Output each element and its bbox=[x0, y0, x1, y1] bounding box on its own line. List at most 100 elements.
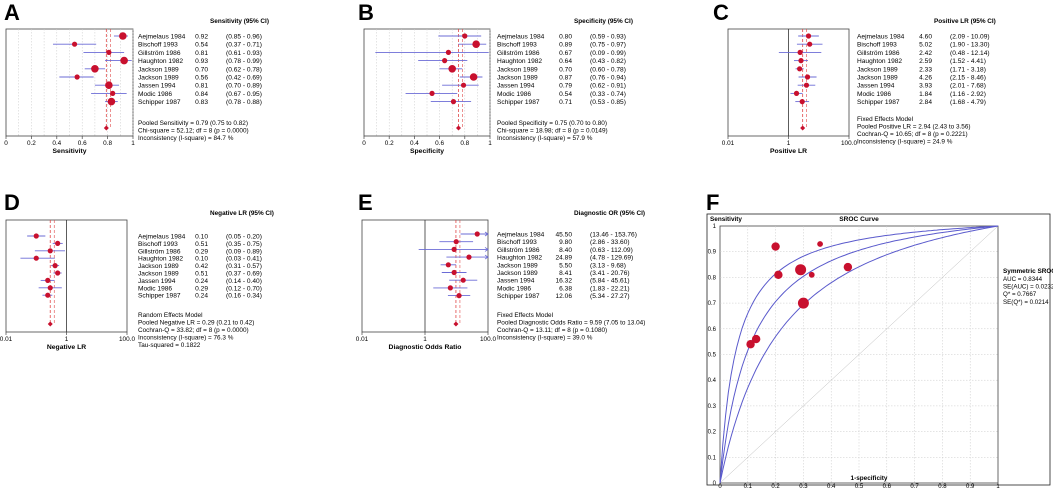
summary-text: Pooled Specificity = 0.75 (0.70 to 0.80) bbox=[497, 120, 607, 127]
column-header: Negative LR (95% CI) bbox=[210, 210, 274, 217]
y-tick-label: 0.5 bbox=[708, 353, 717, 359]
study-name: Modic 1986 bbox=[138, 91, 172, 98]
tick-label: 0 bbox=[4, 140, 8, 147]
summary-text: Fixed Effects Model bbox=[857, 116, 913, 123]
study-estimate: 2.59 bbox=[919, 58, 932, 65]
study-name: Jackson 1989 bbox=[497, 75, 538, 82]
study-point bbox=[808, 271, 815, 278]
study-name: Haughton 1982 bbox=[497, 58, 542, 65]
study-point bbox=[456, 293, 462, 299]
study-estimate: 0.24 bbox=[195, 293, 208, 300]
study-point bbox=[466, 254, 472, 260]
x-tick-label: 0.3 bbox=[799, 484, 808, 489]
study-name: Haughton 1982 bbox=[497, 255, 542, 262]
x-tick-label: 0.7 bbox=[910, 484, 919, 489]
tick-label: 0.4 bbox=[410, 140, 419, 147]
x-tick-label: 0.2 bbox=[771, 484, 780, 489]
summary-text: Chi-square = 52.12; df = 8 (p = 0.0000) bbox=[138, 128, 249, 135]
study-point bbox=[33, 233, 39, 239]
pooled-diamond bbox=[47, 321, 53, 327]
study-range: (0.85 - 0.96) bbox=[226, 34, 262, 41]
study-name: Bischoff 1993 bbox=[497, 42, 537, 49]
study-name: Aejmelaus 1984 bbox=[138, 234, 186, 241]
study-point bbox=[55, 240, 61, 246]
panel-label-d: D bbox=[4, 190, 20, 215]
study-range: (0.70 - 0.89) bbox=[226, 83, 262, 90]
study-point bbox=[803, 82, 810, 88]
column-header: Diagnostic OR (95% CI) bbox=[574, 210, 645, 217]
summary-text: Pooled Negative LR = 0.29 (0.21 to 0.42) bbox=[138, 320, 254, 327]
tick-label: 0.01 bbox=[722, 140, 735, 147]
study-estimate: 4.60 bbox=[919, 34, 932, 41]
x-axis-label: Specificity bbox=[410, 148, 444, 155]
study-point bbox=[450, 99, 457, 105]
study-point bbox=[774, 270, 783, 280]
study-name: Jackson 1989 bbox=[857, 75, 898, 82]
x-axis-label: 1-specificity bbox=[851, 475, 888, 482]
study-name: Jackson 1989 bbox=[138, 271, 179, 278]
diagonal bbox=[719, 225, 999, 484]
study-name: Gillström 1986 bbox=[497, 247, 540, 254]
study-range: (0.12 - 0.70) bbox=[226, 285, 262, 292]
study-point bbox=[119, 32, 127, 40]
study-point bbox=[797, 297, 809, 309]
study-estimate: 0.64 bbox=[559, 58, 572, 65]
panel-label-b: B bbox=[358, 0, 374, 25]
summary-text: Pooled Sensitivity = 0.79 (0.75 to 0.82) bbox=[138, 120, 248, 127]
study-point bbox=[453, 239, 459, 245]
x-tick-label: 0.8 bbox=[938, 484, 947, 489]
study-range: (0.31 - 0.57) bbox=[226, 263, 262, 270]
legend-entry: Q* = 0.7667 bbox=[1003, 291, 1037, 298]
study-estimate: 0.54 bbox=[195, 42, 208, 49]
study-estimate: 24.89 bbox=[555, 255, 572, 262]
tick-label: 100.0 bbox=[119, 336, 135, 343]
study-estimate: 0.87 bbox=[559, 75, 572, 82]
study-name: Jackson 1989 bbox=[857, 66, 898, 73]
study-name: Schipper 1987 bbox=[857, 99, 900, 106]
x-tick-label: 1 bbox=[996, 484, 1000, 489]
sroc-curve-lower bbox=[719, 225, 999, 484]
study-name: Schipper 1987 bbox=[497, 99, 540, 106]
study-estimate: 2.33 bbox=[919, 66, 932, 73]
study-name: Jassen 1994 bbox=[138, 278, 176, 285]
study-estimate: 8.40 bbox=[559, 247, 572, 254]
study-range: (0.53 - 0.85) bbox=[590, 99, 626, 106]
y-tick-label: 0.1 bbox=[708, 455, 717, 461]
study-estimate: 45.50 bbox=[555, 232, 572, 239]
study-point bbox=[74, 74, 80, 80]
study-estimate: 0.89 bbox=[559, 42, 572, 49]
legend-entry: SE(Q*) = 0.0214 bbox=[1003, 299, 1049, 306]
y-axis-label: Sensitivity bbox=[710, 216, 742, 223]
study-estimate: 0.81 bbox=[195, 50, 208, 57]
column-header: Positive LR (95% CI) bbox=[934, 18, 996, 25]
study-name: Modic 1986 bbox=[497, 285, 531, 292]
ci-arrow bbox=[484, 247, 489, 252]
study-range: (0.59 - 0.93) bbox=[590, 34, 626, 41]
tick-label: 100.0 bbox=[841, 140, 857, 147]
study-point bbox=[795, 264, 807, 276]
forest-plot-a: Aejmelaus 1984 0.92 (0.85 - 0.96) Bischoff … bbox=[4, 18, 269, 155]
study-point bbox=[47, 248, 53, 254]
study-range: (0.78 - 0.99) bbox=[226, 58, 262, 65]
study-range: (1.90 - 13.30) bbox=[950, 42, 990, 49]
study-estimate: 0.93 bbox=[195, 58, 208, 65]
ci-arrow bbox=[484, 231, 489, 237]
tick-label: 1 bbox=[787, 140, 791, 147]
study-point bbox=[55, 270, 61, 276]
summary-text: Inconsistency (I-square) = 84.7 % bbox=[138, 135, 234, 142]
tick-label: 1 bbox=[423, 336, 427, 343]
study-range: (3.41 - 20.76) bbox=[590, 270, 630, 277]
study-range: (0.35 - 0.75) bbox=[226, 241, 262, 248]
forest-plot-d: Aejmelaus 1984 0.10 (0.05 - 0.20) Bischoff … bbox=[0, 210, 274, 351]
y-tick-label: 0.2 bbox=[708, 430, 717, 436]
study-name: Bischoff 1993 bbox=[857, 42, 897, 49]
study-name: Jassen 1994 bbox=[497, 278, 535, 285]
summary-text: Inconsistency (I-square) = 39.0 % bbox=[497, 335, 593, 342]
study-point bbox=[472, 40, 480, 48]
study-point bbox=[45, 292, 51, 298]
tick-label: 0 bbox=[362, 140, 366, 147]
tick-label: 0.8 bbox=[460, 140, 469, 147]
sroc-plot: 0 0.1 0.2 0.3 0.4 0.5 0.6 0.7 0.8 0.9 1 0 0.1 0.2 0.3 0… bbox=[706, 213, 1053, 489]
study-range: (0.33 - 0.74) bbox=[590, 91, 626, 98]
study-name: Bischoff 1993 bbox=[138, 42, 178, 49]
